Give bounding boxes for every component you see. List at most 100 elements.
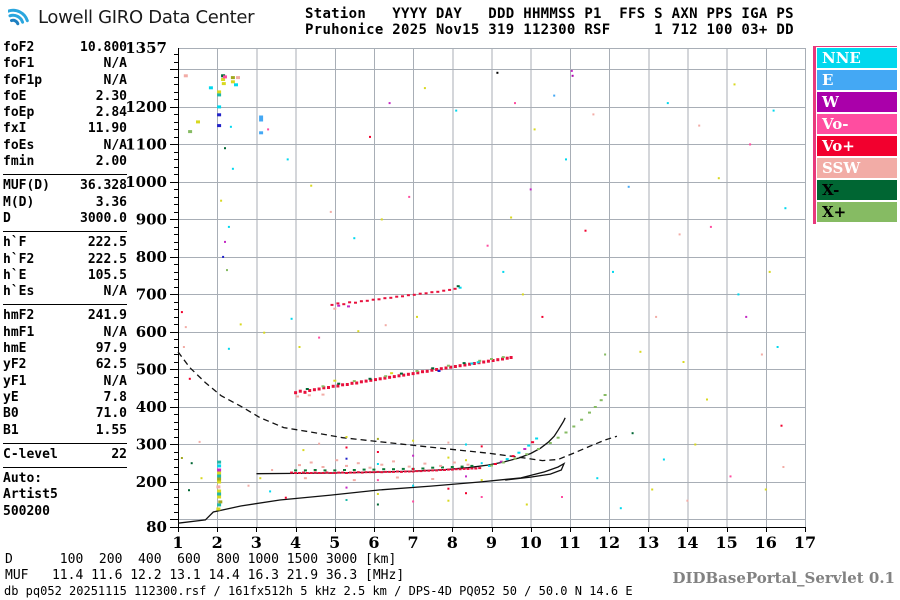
- echo-f2-hop-o-mode: [501, 357, 504, 361]
- echo-noise: [686, 499, 689, 502]
- echo-f1-hop-o-mode: [474, 467, 478, 470]
- echo-noise: [717, 177, 720, 180]
- echo-noise: [662, 458, 665, 461]
- echo-noise: [447, 499, 450, 502]
- echo-noise: [465, 443, 467, 446]
- echo-noise: [376, 451, 379, 453]
- echo-top-cluster: [196, 120, 200, 124]
- echo-top-cluster: [208, 86, 213, 90]
- param-value: 62.5: [95, 357, 127, 373]
- echo-f1-hop-o-mode: [380, 471, 384, 474]
- panel-divider: [3, 304, 127, 306]
- echo-noise: [480, 445, 483, 448]
- echo-f1-hop-o-mode: [407, 470, 411, 473]
- param-value: N/A: [103, 284, 127, 300]
- echo-f2-hop-extras: [296, 395, 299, 398]
- echo-noise: [226, 269, 228, 272]
- echo-f2-hop-o-mode: [482, 360, 486, 364]
- param-row-foep: foEp 2.84: [3, 105, 127, 121]
- echo-f2-hop-o-mode: [350, 381, 354, 385]
- echo-top-cluster: [223, 75, 227, 79]
- echo-top-cluster: [236, 76, 240, 80]
- muf-table: D 100 200 400 600 800 1000 1500 3000 [km…: [5, 552, 404, 583]
- echo-noise: [592, 113, 595, 116]
- param-value: 222.5: [87, 235, 127, 251]
- x-axis-label: 7: [408, 533, 419, 552]
- param-row-h`f2: h`F2 222.5: [3, 252, 127, 268]
- echo-f1-hop-o-mode: [470, 467, 474, 470]
- echo-f2-hop-o-mode: [449, 365, 453, 369]
- echo-noise: [229, 125, 232, 128]
- echo-f1-hop-x-mode: [333, 469, 337, 472]
- param-row-fof1: foF1 N/A: [3, 56, 127, 72]
- echo-f2-hop-o-mode: [345, 383, 349, 386]
- echo-noise: [772, 109, 775, 112]
- echo-f3-hop-o-mode: [383, 297, 387, 300]
- echo-f1-hop-o-mode: [415, 470, 419, 473]
- echo-f3-hop-o-mode: [377, 298, 381, 301]
- echo-f1-hop-o-mode: [427, 469, 431, 472]
- echo-noise: [412, 500, 415, 503]
- echo-top-cluster: [217, 124, 222, 128]
- echo-f1-hop-x-mode: [294, 469, 298, 472]
- param-value: 11.90: [87, 121, 127, 137]
- echo-noise: [345, 436, 348, 438]
- legend-item-ssw: SSW: [817, 158, 897, 178]
- echo-x-trace-rise: [556, 436, 560, 439]
- echo-noise: [465, 475, 467, 478]
- echo-f1-hop-o-mode: [392, 470, 395, 473]
- echo-f2-hop-o-mode: [416, 371, 420, 375]
- echo-noise: [329, 210, 332, 213]
- echo-e-region-column: [218, 500, 223, 504]
- echo-e-region-column: [216, 507, 221, 511]
- param-value: 105.5: [87, 267, 127, 283]
- echo-f1-hop-ssw-scatter: [321, 466, 325, 468]
- echo-noise: [571, 74, 574, 77]
- y-axis-label: 300: [136, 435, 167, 453]
- echo-noise: [188, 377, 191, 380]
- echo-f1-hop-o-mode: [298, 472, 301, 474]
- echo-f1-hop-ssw-scatter: [303, 477, 307, 480]
- echo-f2-hop-x-mode: [368, 377, 372, 380]
- echo-noise: [541, 315, 544, 318]
- echo-noise: [447, 487, 450, 490]
- legend-item-voplus: Vo+: [817, 136, 897, 156]
- echo-f2-hop-extras: [437, 370, 441, 372]
- param-row-b0: B0 71.0: [3, 406, 127, 422]
- echo-noise: [666, 102, 669, 105]
- echo-f1-hop-x-mode: [362, 468, 366, 471]
- echo-noise: [596, 477, 599, 480]
- panel-divider: [3, 231, 127, 233]
- param-value: 36.328: [80, 178, 127, 194]
- echo-noise: [678, 233, 681, 236]
- header-values-line: Pruhonice 2025 Nov15 319 112300 RSF 1 71…: [305, 22, 794, 38]
- x-axis-label: 10: [520, 533, 542, 552]
- param-label: hmE: [3, 341, 27, 357]
- param-row-hme: hmE 97.9: [3, 341, 127, 357]
- y-axis-label: 800: [136, 248, 167, 266]
- echo-f1-hop-o-mode: [360, 471, 364, 474]
- echo-f1-rise-mixed: [488, 464, 491, 467]
- echo-f2-hop-o-mode: [444, 366, 448, 370]
- echo-f2-hop-o-mode: [435, 368, 439, 371]
- y-axis-label: 1100: [125, 135, 167, 153]
- echo-f3-hop-o-mode: [442, 289, 446, 292]
- x-axis-label: 11: [559, 533, 581, 552]
- echo-f1-hop-x-mode: [401, 467, 405, 470]
- echo-top-cluster: [217, 113, 222, 117]
- echo-top-cluster: [217, 90, 222, 94]
- echo-f1-hop-ssw-scatter: [345, 464, 348, 467]
- echo-f1-hop-ssw-scatter: [431, 478, 435, 480]
- echo-noise: [376, 503, 379, 506]
- y-axis-label: 600: [136, 323, 167, 341]
- echo-f1-hop-o-mode: [348, 471, 352, 474]
- echo-f1-hop-o-mode: [419, 470, 423, 473]
- echo-f1-hop-x-mode: [303, 469, 307, 472]
- echo-noise: [455, 109, 458, 112]
- echo-f1-rise-mixed: [523, 448, 527, 450]
- echo-f1-hop-ssw-scatter: [452, 461, 456, 464]
- echo-f1-hop-x-mode: [441, 466, 444, 469]
- echo-noise: [525, 503, 528, 506]
